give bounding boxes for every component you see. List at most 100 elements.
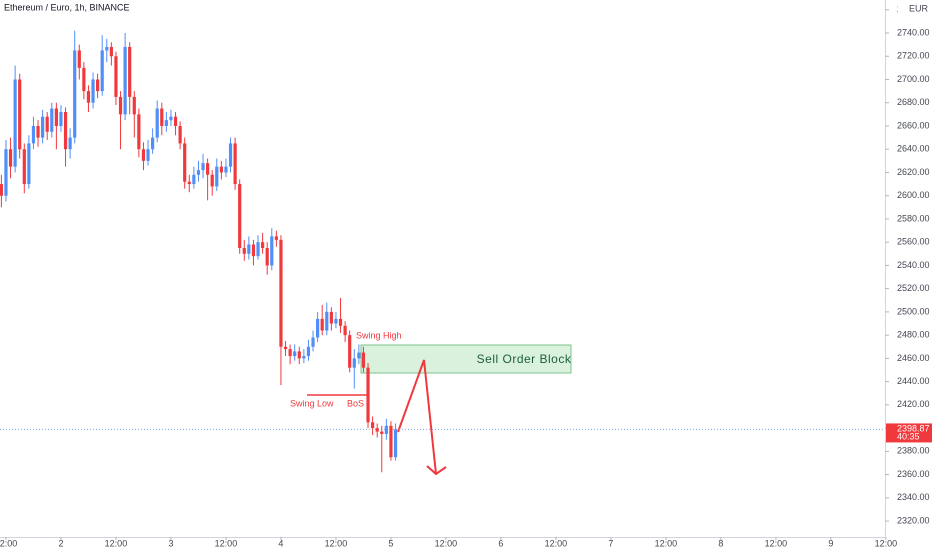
candle-body xyxy=(4,149,8,196)
candle-body xyxy=(178,125,182,144)
x-tick-label: 9 xyxy=(828,538,833,548)
candle-body xyxy=(288,349,292,357)
candle-body xyxy=(265,247,269,266)
x-tick-label: 7 xyxy=(608,538,613,548)
candle-body xyxy=(393,429,398,458)
candle-body xyxy=(348,335,352,368)
candle-body xyxy=(123,46,127,115)
candle-body xyxy=(371,422,375,429)
candle-body xyxy=(164,120,168,126)
candle-body xyxy=(238,184,242,248)
candle-body xyxy=(219,166,223,173)
candle-body xyxy=(210,174,214,187)
annotation: Swing High xyxy=(356,330,402,340)
candle-body xyxy=(36,125,40,138)
candle-body xyxy=(261,242,265,248)
x-tick-label: 5 xyxy=(388,538,393,548)
candle-body xyxy=(91,79,95,103)
x-tick-label: 12:00 xyxy=(325,538,348,548)
y-tick-label: 2420.00 xyxy=(897,399,930,409)
candle-body xyxy=(196,170,201,175)
y-tick-label: 2360.00 xyxy=(897,469,930,479)
y-tick-label: 2520.00 xyxy=(897,283,930,293)
y-tick-label: 2680.00 xyxy=(897,97,930,107)
candle-body xyxy=(173,116,178,126)
y-tick-label: 2580.00 xyxy=(897,213,930,223)
candle-body xyxy=(302,356,306,359)
projection-arrow xyxy=(397,359,437,475)
chart-title: Ethereum / Euro, 1h, BINANCE xyxy=(4,2,130,12)
candle-body xyxy=(325,311,329,331)
candle-body xyxy=(82,67,86,92)
candle-body xyxy=(375,428,379,432)
candle-body xyxy=(228,143,233,167)
currency-box xyxy=(898,2,930,16)
axes: 2320.002340.002360.002380.002400.002420.… xyxy=(0,4,932,548)
candle-body xyxy=(132,96,136,115)
candle-body xyxy=(233,143,237,185)
y-tick-label: 2500.00 xyxy=(897,306,930,316)
y-tick-label: 2320.00 xyxy=(897,515,930,525)
y-tick-label: 2440.00 xyxy=(897,376,930,386)
overlay: Swing High Swing Low BoS Sell Order Bloc… xyxy=(4,2,571,408)
candle-body xyxy=(22,149,26,185)
x-tick-label: 4 xyxy=(278,538,283,548)
x-tick-label: 8 xyxy=(718,538,723,548)
y-tick-label: 2560.00 xyxy=(897,237,930,247)
candle-body xyxy=(18,79,22,150)
candle-body xyxy=(297,351,301,359)
candle-body xyxy=(270,236,274,266)
candle-body xyxy=(73,50,77,138)
candle-body xyxy=(59,112,63,126)
x-tick-label: 12:00 xyxy=(765,538,788,548)
candle-body xyxy=(384,425,388,434)
y-tick-label: 2540.00 xyxy=(897,260,930,270)
candle-body xyxy=(352,358,356,368)
candle-body xyxy=(183,143,187,182)
candle-body xyxy=(206,163,210,175)
candle-body xyxy=(187,181,191,185)
y-tick-label: 2740.00 xyxy=(897,27,930,37)
last-price-box xyxy=(886,423,932,443)
candle-body xyxy=(160,108,164,126)
candle-body xyxy=(274,236,278,240)
y-tick-label: 2340.00 xyxy=(897,492,930,502)
y-tick-label: 2620.00 xyxy=(897,167,930,177)
candle-body xyxy=(316,318,320,338)
candle-body xyxy=(77,50,81,68)
candle-body xyxy=(13,79,17,167)
y-tick-label: 2720.00 xyxy=(897,51,930,61)
candle-body xyxy=(100,50,104,92)
candle-body xyxy=(109,46,113,57)
candles xyxy=(0,30,398,473)
candle-body xyxy=(334,318,338,324)
x-tick-label: 12:00 xyxy=(545,538,568,548)
candle-body xyxy=(247,244,251,254)
x-tick-label: 12:00 xyxy=(655,538,678,548)
countdown-label: 40:35 xyxy=(897,431,920,441)
candle-body xyxy=(128,46,132,97)
y-tick-label: 2480.00 xyxy=(897,330,930,340)
candle-body xyxy=(68,137,72,150)
annotation: BoS xyxy=(347,398,364,408)
candle-body xyxy=(96,79,100,92)
candle-body xyxy=(141,149,146,161)
candle-body xyxy=(283,346,288,350)
currency-label: EUR xyxy=(909,3,929,13)
arrow-head xyxy=(426,465,447,476)
candle-body xyxy=(215,166,219,187)
candle-body xyxy=(155,108,159,138)
x-tick-label: 2 xyxy=(58,538,63,548)
candle-body xyxy=(320,318,324,331)
candle-body xyxy=(306,346,311,357)
order-block-zone xyxy=(360,344,572,374)
candle-body xyxy=(242,247,246,254)
candle-body xyxy=(105,46,109,51)
candle-body xyxy=(0,184,3,196)
last-price-label: 2398.87 xyxy=(897,423,930,433)
candle-body xyxy=(311,337,315,347)
candle-body xyxy=(251,244,256,257)
